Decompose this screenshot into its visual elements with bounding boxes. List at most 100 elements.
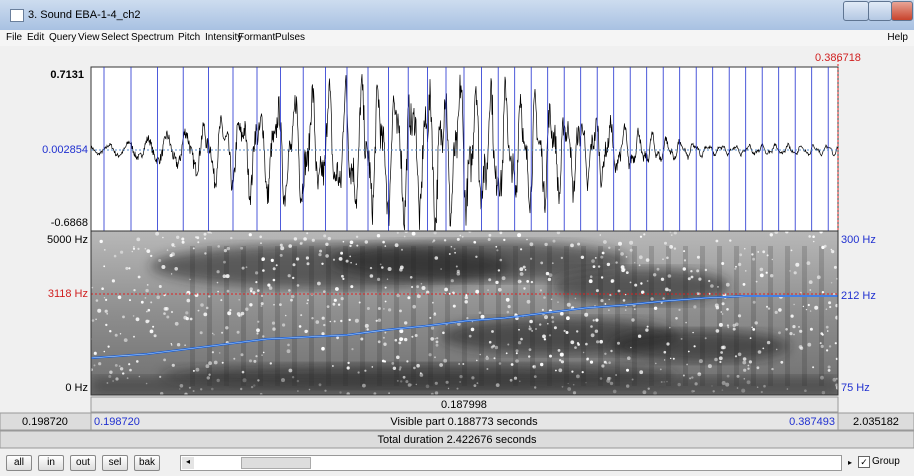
noise-dot bbox=[439, 363, 443, 367]
noise-dot bbox=[827, 365, 831, 369]
noise-dot bbox=[391, 362, 395, 365]
menu-item[interactable]: Spectrum bbox=[131, 32, 174, 43]
noise-dot bbox=[241, 266, 245, 270]
noise-dot bbox=[267, 283, 271, 287]
noise-dot bbox=[129, 368, 132, 372]
noise-dot bbox=[550, 298, 553, 301]
button[interactable]: all bbox=[6, 455, 32, 471]
minimize-button[interactable] bbox=[843, 1, 869, 21]
close-button[interactable] bbox=[891, 1, 913, 21]
noise-dot bbox=[350, 285, 354, 289]
menu-item[interactable]: Edit bbox=[27, 32, 45, 43]
harmonic-stripe bbox=[717, 246, 722, 386]
noise-dot bbox=[507, 305, 511, 309]
scroll-thumb[interactable] bbox=[241, 457, 311, 469]
noise-dot bbox=[377, 277, 381, 281]
harmonic-stripe bbox=[309, 246, 314, 386]
harmonic-stripe bbox=[751, 246, 756, 386]
window-icon bbox=[10, 9, 24, 22]
menu-item[interactable]: File bbox=[6, 32, 23, 43]
noise-dot bbox=[528, 348, 532, 351]
harmonic-stripe bbox=[802, 246, 807, 386]
noise-dot bbox=[793, 271, 797, 275]
right-bar[interactable] bbox=[837, 412, 914, 431]
noise-dot bbox=[765, 271, 768, 274]
harmonic-stripe bbox=[445, 246, 450, 386]
noise-dot bbox=[239, 314, 243, 317]
menu-item[interactable]: Select bbox=[101, 32, 129, 43]
noise-dot bbox=[778, 331, 781, 335]
noise-dot bbox=[255, 281, 258, 284]
button[interactable]: out bbox=[70, 455, 96, 471]
noise-dot bbox=[820, 344, 824, 348]
noise-dot bbox=[296, 257, 300, 261]
menu-item[interactable]: View bbox=[78, 32, 100, 43]
noise-dot bbox=[755, 280, 758, 283]
noise-dot bbox=[762, 250, 766, 254]
noise-dot bbox=[721, 313, 724, 315]
noise-dot bbox=[596, 340, 600, 344]
noise-dot bbox=[434, 312, 436, 315]
noise-dot bbox=[762, 347, 765, 350]
noise-dot bbox=[412, 304, 417, 309]
noise-dot bbox=[570, 340, 575, 345]
noise-dot bbox=[432, 239, 436, 242]
noise-dot bbox=[551, 262, 554, 265]
noise-dot bbox=[152, 325, 155, 328]
noise-dot bbox=[625, 256, 628, 258]
noise-dot bbox=[505, 352, 508, 355]
scroll-left[interactable]: ◂ bbox=[182, 457, 194, 469]
noise-dot bbox=[539, 289, 543, 292]
noise-dot bbox=[831, 250, 835, 254]
noise-dot bbox=[510, 363, 514, 366]
scroll-right[interactable]: ▸ bbox=[848, 458, 853, 467]
noise-dot bbox=[560, 311, 564, 316]
noise-dot bbox=[563, 329, 566, 332]
noise-dot bbox=[349, 244, 352, 248]
noise-dot bbox=[547, 322, 549, 325]
noise-dot bbox=[774, 310, 778, 314]
noise-dot bbox=[539, 323, 542, 326]
noise-dot bbox=[303, 237, 307, 241]
harmonic-stripe bbox=[734, 246, 739, 386]
menu-item[interactable]: Pitch bbox=[178, 32, 201, 43]
noise-dot bbox=[340, 252, 343, 255]
menu-item[interactable]: Query bbox=[49, 32, 77, 43]
noise-dot bbox=[637, 334, 642, 338]
noise-dot bbox=[479, 353, 482, 356]
noise-dot bbox=[752, 300, 756, 304]
button[interactable]: in bbox=[38, 455, 64, 471]
noise-dot bbox=[156, 295, 160, 300]
noise-dot bbox=[708, 279, 711, 283]
menu-bar: Help File Edit Query View Select Spectrum Pitc… bbox=[0, 30, 914, 46]
noise-dot bbox=[99, 239, 103, 244]
noise-dot bbox=[211, 351, 214, 354]
menu-item[interactable]: Formant bbox=[238, 32, 276, 43]
noise-dot bbox=[253, 359, 257, 363]
noise-dot bbox=[720, 311, 723, 313]
total-bar[interactable] bbox=[0, 430, 914, 449]
noise-dot bbox=[826, 349, 829, 352]
button[interactable]: sel bbox=[102, 455, 128, 471]
button[interactable]: bak bbox=[134, 455, 160, 471]
menu-item[interactable]: Pulses bbox=[275, 32, 306, 43]
noise-dot bbox=[732, 323, 736, 328]
noise-dot bbox=[542, 334, 546, 339]
scrollbar[interactable]: ◂ bbox=[180, 455, 842, 471]
noise-dot bbox=[669, 231, 672, 233]
selection-bar[interactable] bbox=[90, 396, 839, 413]
noise-dot bbox=[383, 342, 387, 346]
noise-dot bbox=[468, 334, 472, 338]
noise-dot bbox=[379, 263, 382, 266]
menu-item[interactable]: Intensity bbox=[205, 32, 243, 43]
noise-dot bbox=[404, 337, 408, 342]
noise-dot bbox=[526, 280, 530, 283]
harmonic-stripe bbox=[581, 246, 586, 386]
menu-item[interactable]: Help bbox=[887, 32, 908, 43]
noise-dot bbox=[660, 277, 665, 281]
maximize-button[interactable] bbox=[868, 1, 892, 21]
noise-dot bbox=[384, 300, 387, 303]
noise-dot bbox=[306, 262, 310, 266]
noise-dot bbox=[630, 346, 632, 349]
group-checkbox[interactable]: ✓ bbox=[858, 456, 870, 468]
